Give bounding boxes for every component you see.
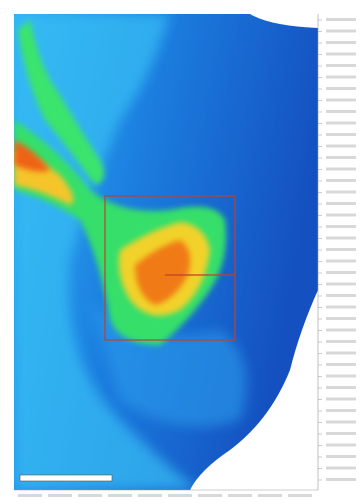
illegible-label	[138, 494, 162, 497]
illegible-label	[326, 443, 356, 447]
heatmap	[14, 14, 318, 490]
scale-bar	[19, 474, 113, 482]
illegible-label	[326, 248, 356, 251]
illegible-label	[326, 167, 356, 171]
illegible-label	[326, 110, 356, 113]
illegible-label	[326, 351, 356, 355]
illegible-label	[326, 236, 356, 240]
illegible-label	[326, 213, 356, 217]
illegible-label	[326, 317, 356, 320]
illegible-label	[326, 87, 356, 90]
illegible-label	[326, 18, 356, 21]
tick-marks	[18, 18, 356, 497]
illegible-label	[326, 64, 356, 67]
ridge-zone	[18, 20, 104, 185]
illegible-label	[78, 494, 102, 497]
illegible-label	[326, 374, 356, 378]
illegible-label	[326, 328, 356, 332]
illegible-label	[326, 478, 356, 481]
illegible-label	[198, 494, 222, 497]
illegible-label	[168, 494, 192, 497]
illegible-label	[326, 52, 356, 56]
illegible-label	[326, 455, 356, 458]
frame-ticks	[14, 14, 319, 491]
peak-zone	[135, 240, 191, 305]
illegible-label	[326, 190, 356, 194]
illegible-label	[326, 156, 356, 159]
land	[250, 14, 318, 28]
peak-zone	[14, 140, 50, 172]
illegible-label	[288, 494, 312, 497]
illegible-label	[326, 432, 356, 435]
illegible-label	[326, 29, 356, 33]
illegible-label	[326, 386, 356, 389]
illegible-label	[326, 144, 356, 148]
illegible-label	[326, 305, 356, 309]
illegible-label	[326, 282, 356, 286]
illegible-label	[326, 133, 356, 136]
illegible-label	[326, 202, 356, 205]
illegible-label	[326, 75, 356, 79]
illegible-label	[326, 225, 356, 228]
illegible-label	[326, 121, 356, 125]
illegible-label	[108, 494, 132, 497]
illegible-label	[326, 271, 356, 274]
illegible-label	[48, 494, 72, 497]
illegible-label	[326, 179, 356, 182]
illegible-label	[326, 294, 356, 297]
illegible-label	[228, 494, 252, 497]
illegible-label	[326, 259, 356, 263]
illegible-label	[18, 494, 42, 497]
illegible-label	[326, 420, 356, 424]
illegible-label	[326, 409, 356, 412]
land	[190, 290, 318, 490]
illegible-label	[326, 41, 356, 44]
study-box	[104, 195, 236, 341]
study-area	[104, 195, 236, 341]
illegible-label	[258, 494, 282, 497]
illegible-label	[326, 466, 356, 470]
illegible-label	[326, 363, 356, 366]
illegible-label	[326, 397, 356, 401]
illegible-label	[326, 98, 356, 102]
illegible-label	[326, 340, 356, 343]
